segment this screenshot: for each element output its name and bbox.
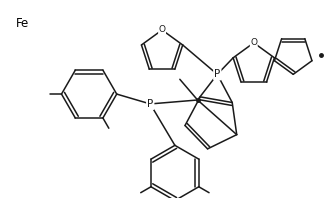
Text: Fe: Fe <box>16 17 29 30</box>
Text: O: O <box>250 38 257 47</box>
Text: P: P <box>147 99 153 109</box>
Text: O: O <box>159 25 166 34</box>
Text: P: P <box>214 69 220 79</box>
